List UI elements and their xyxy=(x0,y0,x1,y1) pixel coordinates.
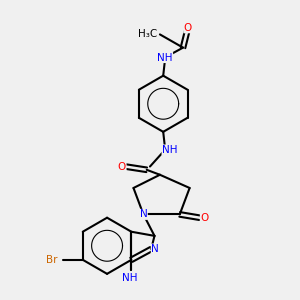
Text: N: N xyxy=(140,209,147,219)
Text: H₃C: H₃C xyxy=(138,29,157,39)
Text: Br: Br xyxy=(46,255,58,265)
Text: O: O xyxy=(118,161,126,172)
Text: O: O xyxy=(184,23,192,33)
Text: O: O xyxy=(200,213,208,223)
Text: NH: NH xyxy=(162,145,178,155)
Text: NH: NH xyxy=(157,52,172,62)
Text: NH: NH xyxy=(122,273,137,283)
Text: N: N xyxy=(151,244,159,254)
